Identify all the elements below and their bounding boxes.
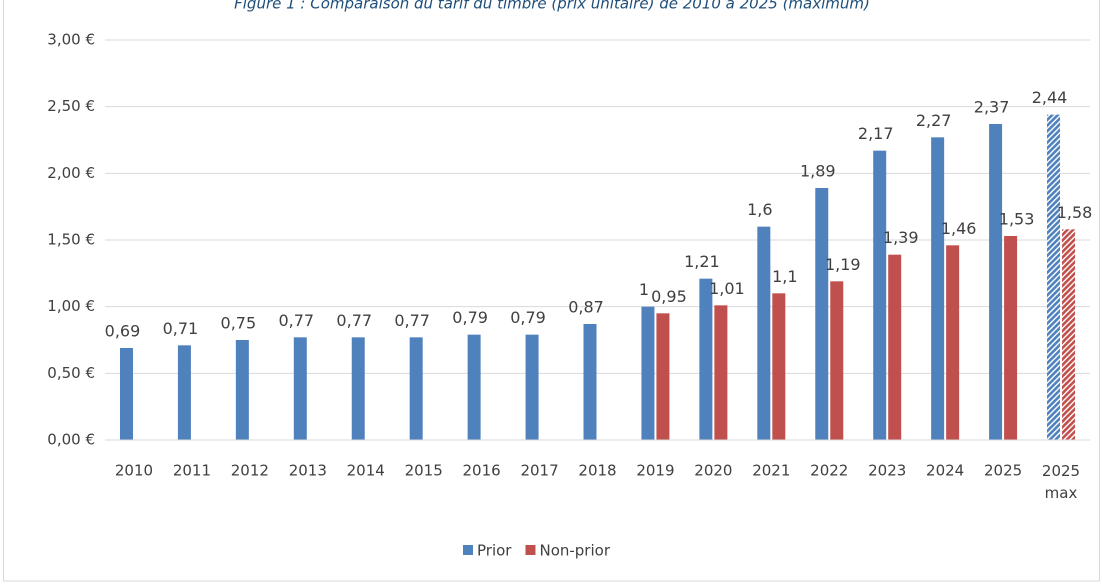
x-tick-label: 2014 [347, 462, 385, 480]
data-label: 1,39 [883, 228, 919, 247]
x-tick-label: 2022 [810, 462, 848, 480]
data-label: 1,58 [1057, 203, 1093, 222]
x-tick-label: 2025 max [1042, 462, 1080, 502]
x-tick-label: 2023 [868, 462, 906, 480]
bar [409, 337, 423, 440]
bar [830, 281, 844, 440]
x-tick-label: 2020 [694, 462, 732, 480]
bar [583, 324, 597, 440]
data-label: 1,19 [825, 255, 861, 274]
x-tick-label: 2017 [520, 462, 558, 480]
y-tick-label: 0,00 € [47, 431, 95, 449]
legend-label: Non-prior [539, 542, 610, 560]
bar [293, 337, 307, 440]
bar [1062, 229, 1076, 440]
data-label: 2,17 [858, 124, 894, 143]
bar [772, 293, 786, 440]
x-tick-label: 2012 [231, 462, 269, 480]
bar [888, 254, 902, 440]
bar [235, 340, 249, 440]
x-tick-label: 2018 [578, 462, 616, 480]
bar [815, 188, 829, 440]
y-tick-label: 1,00 € [47, 297, 95, 315]
x-tick-label: 2025 [984, 462, 1022, 480]
bar [699, 278, 713, 440]
data-label: 1,1 [772, 267, 797, 286]
data-label: 2,44 [1032, 88, 1068, 107]
x-tick-label: 2013 [289, 462, 327, 480]
legend-swatch [463, 545, 473, 555]
bar [119, 348, 133, 440]
data-label: 0,77 [336, 311, 372, 330]
data-label: 0,71 [163, 319, 199, 338]
bar [989, 124, 1003, 440]
data-label: 0,69 [105, 322, 141, 341]
bar [641, 306, 655, 440]
data-label: 2,37 [974, 98, 1010, 117]
x-tick-label: 2010 [115, 462, 153, 480]
bar [946, 245, 960, 440]
data-label: 1,89 [800, 162, 836, 181]
legend-swatch [525, 545, 536, 555]
bar [1004, 236, 1018, 440]
bar [467, 334, 481, 440]
data-label: 1,6 [747, 200, 772, 219]
y-tick-label: 1,50 € [47, 231, 95, 249]
x-tick-label: 2015 [405, 462, 443, 480]
bar [656, 313, 670, 440]
legend-label: Prior [477, 542, 512, 560]
x-tick-label: 2021 [752, 462, 790, 480]
data-label: 0,77 [394, 311, 430, 330]
bar [1047, 114, 1061, 441]
bar [757, 226, 771, 440]
chart-title: Figure 1 : Comparaison du tarif du timbr… [234, 0, 870, 13]
x-tick-label: 2019 [636, 462, 674, 480]
data-label: 1,21 [684, 252, 720, 271]
data-label: 1,46 [941, 219, 977, 238]
x-tick-label: 2024 [926, 462, 964, 480]
x-tick-label: 2011 [173, 462, 211, 480]
y-tick-label: 0,50 € [47, 364, 95, 382]
data-label: 1,53 [999, 210, 1035, 229]
data-label: 1,01 [709, 279, 745, 298]
bar [525, 334, 539, 440]
data-label: 0,79 [510, 308, 546, 327]
bar [714, 305, 728, 440]
x-tick-label: 2016 [463, 462, 501, 480]
data-label: 0,87 [568, 298, 604, 317]
data-label: 1 [639, 280, 649, 299]
y-tick-label: 2,50 € [47, 97, 95, 115]
bar [873, 150, 887, 440]
bar [351, 337, 365, 440]
data-label: 0,77 [278, 311, 314, 330]
data-label: 2,27 [916, 111, 952, 130]
y-tick-label: 2,00 € [47, 164, 95, 182]
y-tick-label: 3,00 € [47, 31, 95, 49]
data-label: 0,75 [221, 314, 257, 333]
chart-frame [3, 0, 1100, 582]
bar [931, 137, 945, 441]
data-label: 0,95 [651, 287, 687, 306]
data-label: 0,79 [452, 308, 488, 327]
bar [177, 345, 191, 440]
